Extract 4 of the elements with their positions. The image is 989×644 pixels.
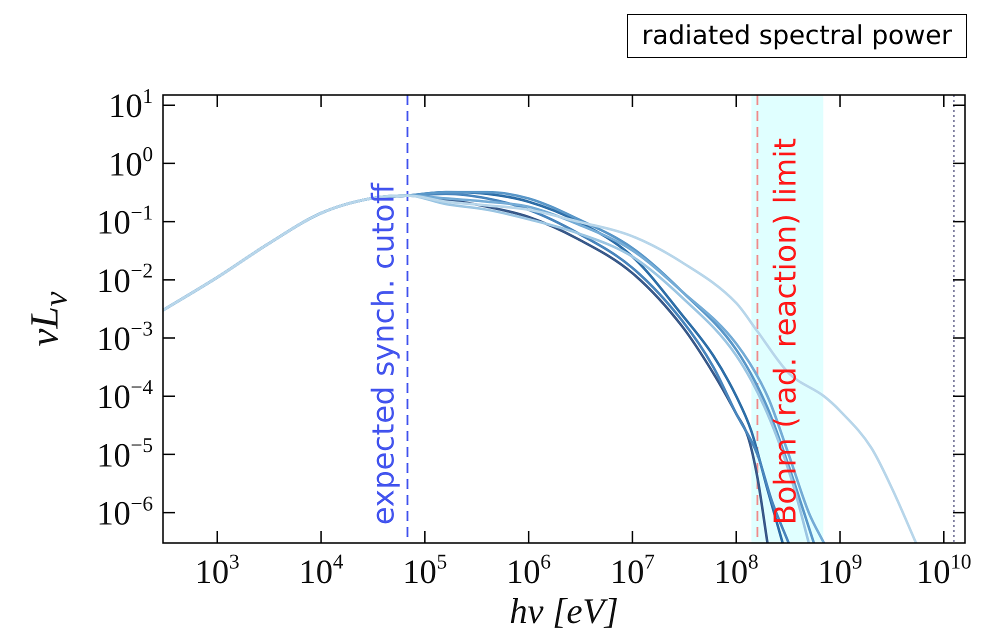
chart-title: radiated spectral power [626, 14, 967, 58]
x-axis-title: hν [eV] [508, 590, 620, 632]
ref-line-label: Bohm (rad. reaction) limit [768, 138, 804, 525]
ref-line-label: expected synch. cutoff [366, 182, 402, 525]
